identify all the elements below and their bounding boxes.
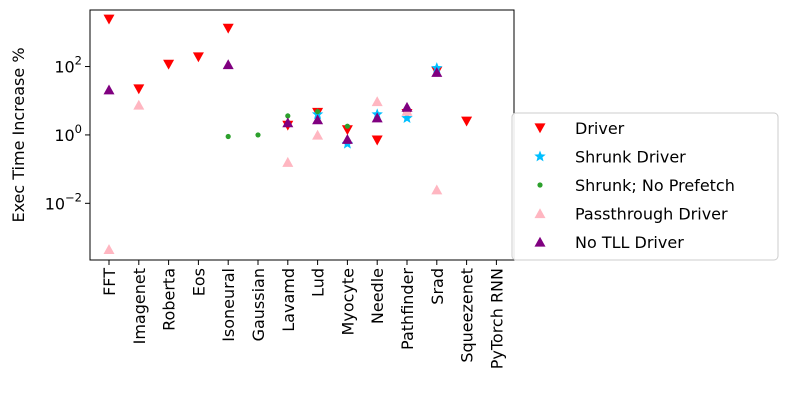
legend-item-shrunk-driver: Shrunk Driver	[534, 148, 686, 167]
point-shrunk-no-prefetch	[255, 132, 261, 138]
x-tick-label: PyTorch RNN	[487, 268, 506, 369]
point-passthrough-driver	[371, 96, 383, 107]
point-shrunk-no-prefetch	[344, 123, 350, 129]
series-shrunk-no-prefetch	[225, 109, 350, 140]
legend-box	[511, 112, 779, 261]
point-no-tll-driver	[341, 133, 353, 144]
point-driver	[163, 59, 175, 70]
legend-label: Shrunk; No Prefetch	[575, 176, 735, 195]
x-tick-label: Lud	[309, 268, 328, 297]
point-shrunk-no-prefetch	[225, 133, 231, 140]
legend-item-passthrough-driver: Passthrough Driver	[534, 205, 728, 224]
legend-item-driver: Driver	[534, 119, 625, 138]
x-tick-label: Roberta	[160, 268, 179, 331]
legend-label: No TLL Driver	[575, 233, 684, 252]
point-driver	[371, 135, 383, 146]
point-driver	[192, 52, 204, 63]
legend-marker-no-tll-driver	[534, 236, 546, 247]
point-passthrough-driver	[133, 99, 145, 110]
y-tick-label: 102	[54, 54, 82, 77]
x-tick-label: Lavamd	[279, 268, 298, 332]
y-axis-label: Exec Time Increase %	[9, 47, 28, 222]
point-no-tll-driver	[222, 59, 234, 70]
point-shrunk-driver	[401, 112, 413, 123]
x-tick-label: Squeezenet	[458, 268, 477, 363]
legend-label: Passthrough Driver	[575, 205, 728, 224]
legend-item-shrunk-no-prefetch: Shrunk; No Prefetch	[537, 176, 735, 195]
chart-marks	[103, 14, 473, 255]
point-no-tll-driver	[401, 101, 413, 112]
point-driver	[341, 125, 353, 136]
point-passthrough-driver	[312, 129, 324, 140]
legend-label: Driver	[575, 119, 625, 138]
point-passthrough-driver	[103, 244, 115, 255]
legend-marker-driver	[534, 123, 546, 134]
y-tick-label: 100	[54, 122, 82, 145]
legend-label: Shrunk Driver	[575, 148, 686, 167]
x-tick-label: Pathfinder	[398, 268, 417, 350]
y-axis: 10−2 100 102	[45, 54, 90, 213]
x-tick-label: Gaussian	[249, 268, 268, 341]
legend-marker-shrunk-no-prefetch	[537, 182, 543, 188]
x-tick-label: Myocyte	[338, 268, 357, 335]
point-passthrough-driver	[282, 156, 294, 167]
x-tick-label: Eos	[189, 268, 208, 296]
point-driver	[222, 23, 234, 34]
point-driver	[461, 116, 473, 127]
legend-item-no-tll-driver: No TLL Driver	[534, 233, 684, 252]
plot-frame	[89, 9, 515, 261]
point-shrunk-no-prefetch	[285, 113, 291, 119]
series-passthrough-driver	[103, 96, 443, 255]
legend-marker-passthrough-driver	[534, 208, 546, 219]
x-tick-label: Needle	[368, 268, 387, 324]
series-no-tll-driver	[103, 59, 443, 144]
point-no-tll-driver	[312, 114, 324, 125]
x-tick-label: Srad	[428, 268, 447, 305]
x-tick-label: FFT	[100, 268, 119, 296]
point-no-tll-driver	[103, 84, 115, 95]
point-no-tll-driver	[371, 112, 383, 123]
point-shrunk-no-prefetch	[315, 109, 321, 115]
y-tick-label: 10−2	[45, 190, 82, 213]
point-driver	[103, 14, 115, 25]
point-no-tll-driver	[431, 67, 443, 77]
x-tick-label: Imagenet	[130, 268, 149, 344]
x-axis: FFT Imagenet Roberta Eos Isoneural Gaussian La…	[100, 260, 506, 369]
legend-marker-shrunk-driver	[534, 150, 546, 162]
x-tick-label: Isoneural	[219, 268, 238, 342]
point-driver	[133, 84, 145, 95]
point-no-tll-driver	[282, 117, 294, 128]
legend: Driver Shrunk Driver Shrunk; No Prefetch Pa…	[511, 112, 779, 261]
point-passthrough-driver	[431, 184, 443, 195]
